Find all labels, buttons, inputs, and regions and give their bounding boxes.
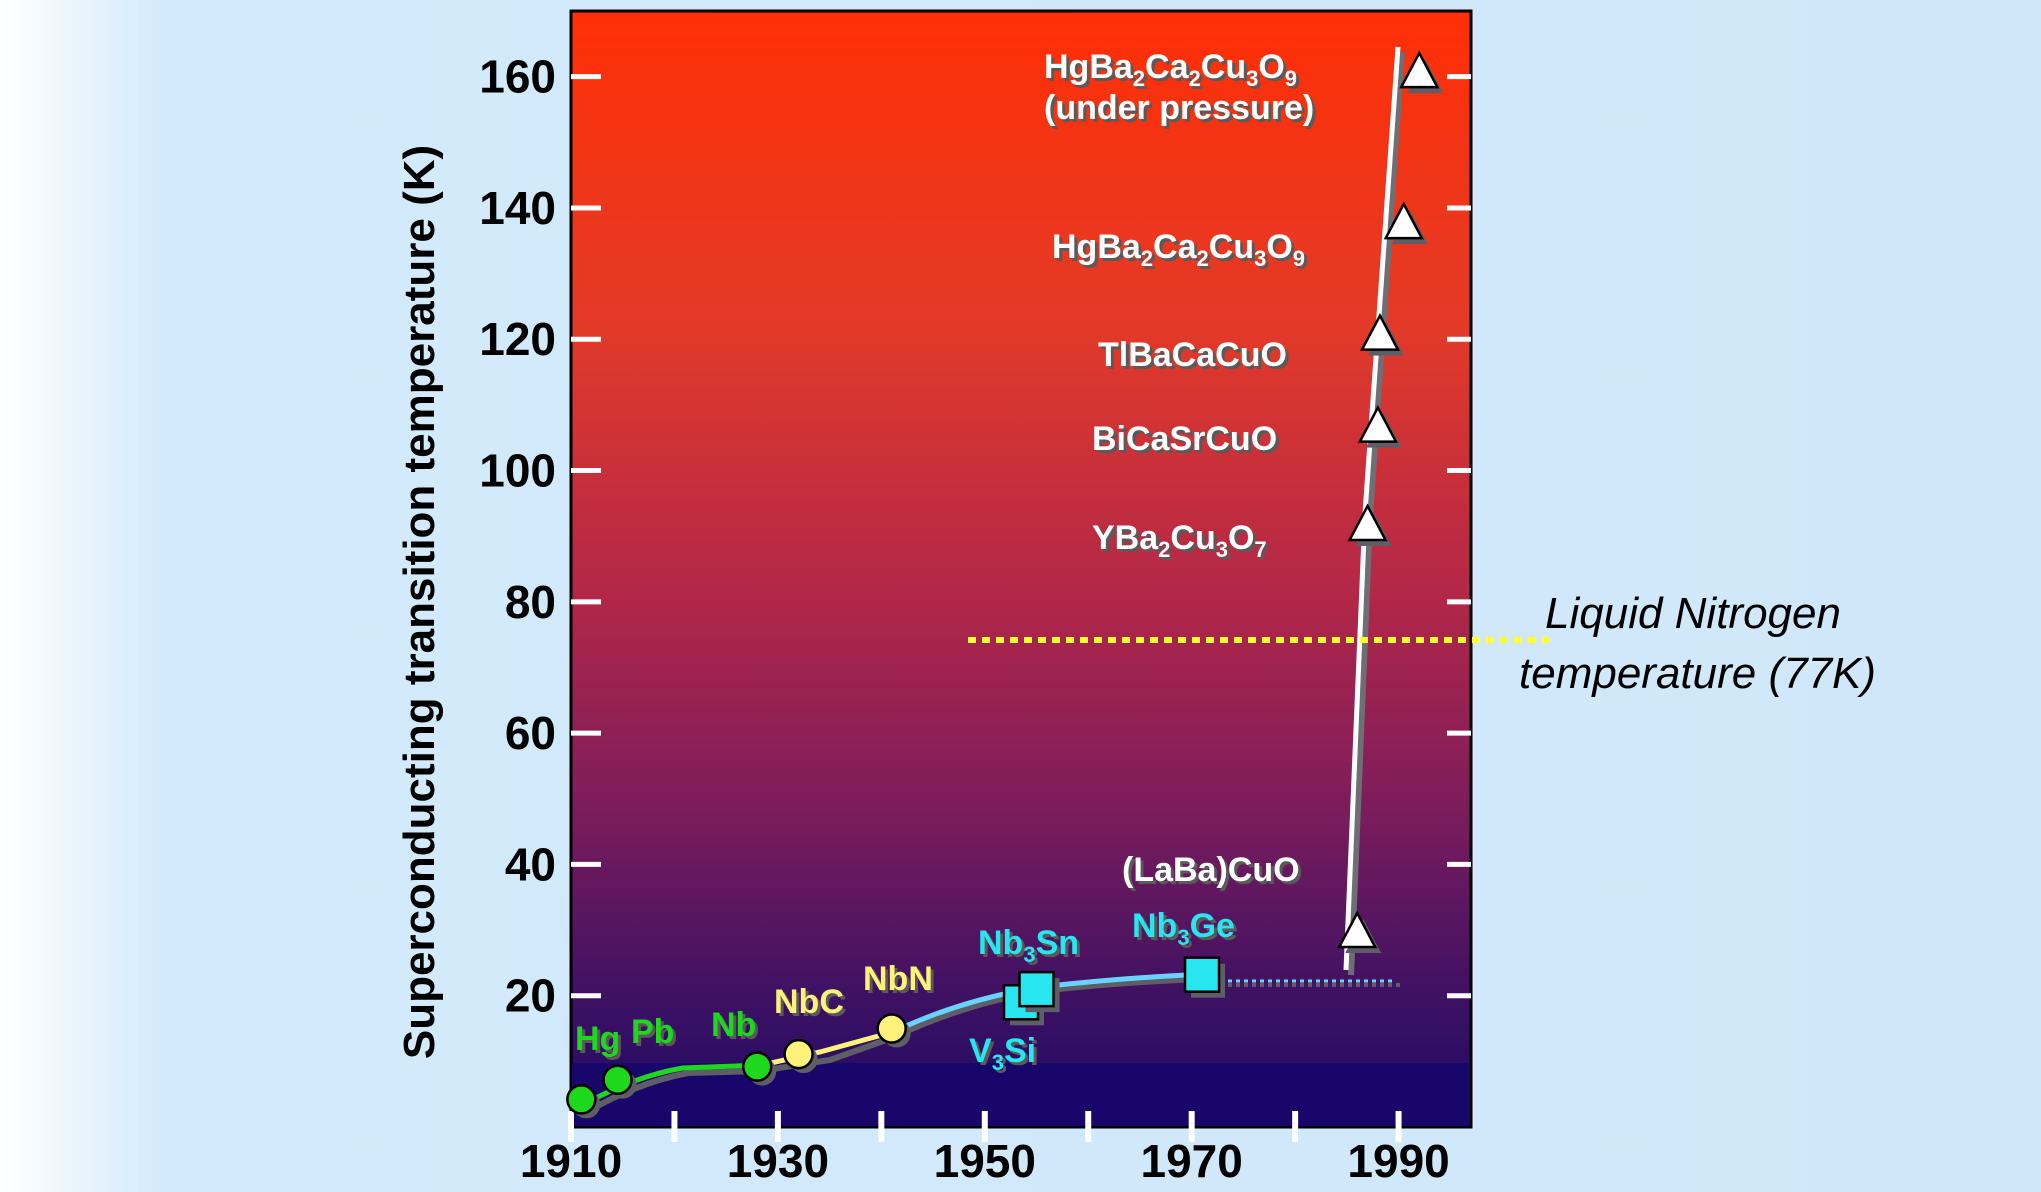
y-tick-label: 40 — [505, 838, 556, 890]
label-nbn: NbN — [863, 960, 933, 998]
metal-curve-shadow — [588, 976, 1211, 1113]
label-nbc-shadow: NbC — [777, 986, 847, 1024]
marker-hgba2ca2cu3o9-under-pressure — [1399, 50, 1440, 89]
y-tick-label: 120 — [479, 313, 556, 365]
marker-hg — [566, 1084, 597, 1115]
label-tbcco: TlBaCaCuO — [1098, 336, 1287, 374]
label-hbccco-pressure: HgBa2Ca2Cu3O9 — [1044, 48, 1297, 91]
marker-bicasrcuo — [1357, 404, 1398, 443]
label-nb3sn: Nb3Sn — [978, 924, 1079, 967]
label-tbcco-shadow: TlBaCaCuO — [1101, 339, 1290, 377]
label-bscco-shadow: BiCaSrCuO — [1095, 423, 1280, 461]
label-nbn-shadow: NbN — [866, 963, 936, 1001]
label-nb3ge: Nb3Ge — [1132, 907, 1235, 950]
x-tick-label: 1950 — [934, 1135, 1036, 1187]
label-v3si-shadow: V3Si — [972, 1035, 1039, 1078]
label-nb: Nb — [711, 1006, 756, 1044]
y-axis-ticks-right — [1447, 74, 1471, 999]
label-v3si: V3Si — [969, 1032, 1036, 1075]
x-tick-label: 1990 — [1347, 1135, 1449, 1187]
marker-nb — [741, 1051, 773, 1082]
y-tick-label: 160 — [479, 51, 556, 103]
marker-pb — [602, 1064, 633, 1095]
x-tick-label: 1930 — [727, 1135, 829, 1187]
label-hg: Hg — [575, 1020, 620, 1058]
label-nb3ge-shadow: Nb3Ge — [1135, 910, 1238, 953]
label-hbccco: HgBa2Ca2Cu3O9 — [1052, 228, 1305, 271]
marker-nb3sn — [1018, 970, 1055, 1008]
label-pb: Pb — [631, 1013, 674, 1051]
label-labacuo-shadow: (LaBa)CuO — [1125, 854, 1303, 892]
marker-nb3ge — [1183, 956, 1221, 993]
data-markers — [566, 50, 1444, 1119]
y-tick-labels: 20 40 60 80 100 120 140 160 — [479, 51, 556, 1022]
label-under-pressure: (under pressure) — [1044, 89, 1314, 127]
label-hbccco-pressure-shadow: HgBa2Ca2Cu3O9 — [1047, 51, 1300, 94]
label-labacuo: (LaBa)CuO — [1122, 851, 1300, 889]
label-pb-shadow: Pb — [634, 1016, 677, 1054]
liquid-nitrogen-label-line1: Liquid Nitrogen — [1545, 589, 1841, 638]
liquid-nitrogen-label-line2: temperature (77K) — [1519, 649, 1876, 698]
x-tick-label: 1970 — [1141, 1135, 1243, 1187]
x-tick-label: 1910 — [520, 1135, 622, 1187]
label-nb-shadow: Nb — [714, 1009, 759, 1047]
marker-tlbacacuo — [1359, 312, 1401, 351]
metal-curve-yellow — [761, 1029, 894, 1068]
material-labels: Hg Hg Pb Pb Nb Nb NbC NbC NbN NbN Nb3Sn … — [575, 48, 1317, 1078]
marker-nbc — [783, 1038, 814, 1070]
x-tick-labels: 1910 1930 1950 1970 1990 — [520, 1135, 1450, 1187]
label-nb3sn-shadow: Nb3Sn — [981, 927, 1082, 970]
y-tick-label: 20 — [505, 970, 556, 1022]
y-tick-label: 60 — [505, 707, 556, 759]
y-tick-label: 80 — [505, 576, 556, 628]
y-axis-title: Superconducting transition temperature (… — [395, 145, 444, 1059]
plot-area — [569, 9, 1473, 1129]
x-axis-minor-ticks — [568, 1111, 1402, 1142]
label-nbc: NbC — [774, 983, 844, 1021]
y-tick-label: 100 — [479, 445, 556, 497]
label-hg-shadow: Hg — [578, 1023, 623, 1061]
y-tick-label: 140 — [479, 182, 556, 234]
label-hbccco-shadow: HgBa2Ca2Cu3O9 — [1055, 231, 1308, 274]
marker-hgba2ca2cu3o9 — [1383, 201, 1424, 240]
marker-nbn — [876, 1013, 907, 1044]
label-bscco: BiCaSrCuO — [1092, 420, 1277, 458]
label-ybco-shadow: YBa2Cu3O7 — [1095, 522, 1270, 565]
label-ybco: YBa2Cu3O7 — [1092, 519, 1267, 562]
label-under-pressure-shadow: (under pressure) — [1047, 92, 1317, 130]
y-axis-ticks-left — [571, 74, 601, 999]
marker-yba2cu3o7 — [1347, 503, 1388, 542]
marker-laba-cuo — [1337, 910, 1378, 949]
